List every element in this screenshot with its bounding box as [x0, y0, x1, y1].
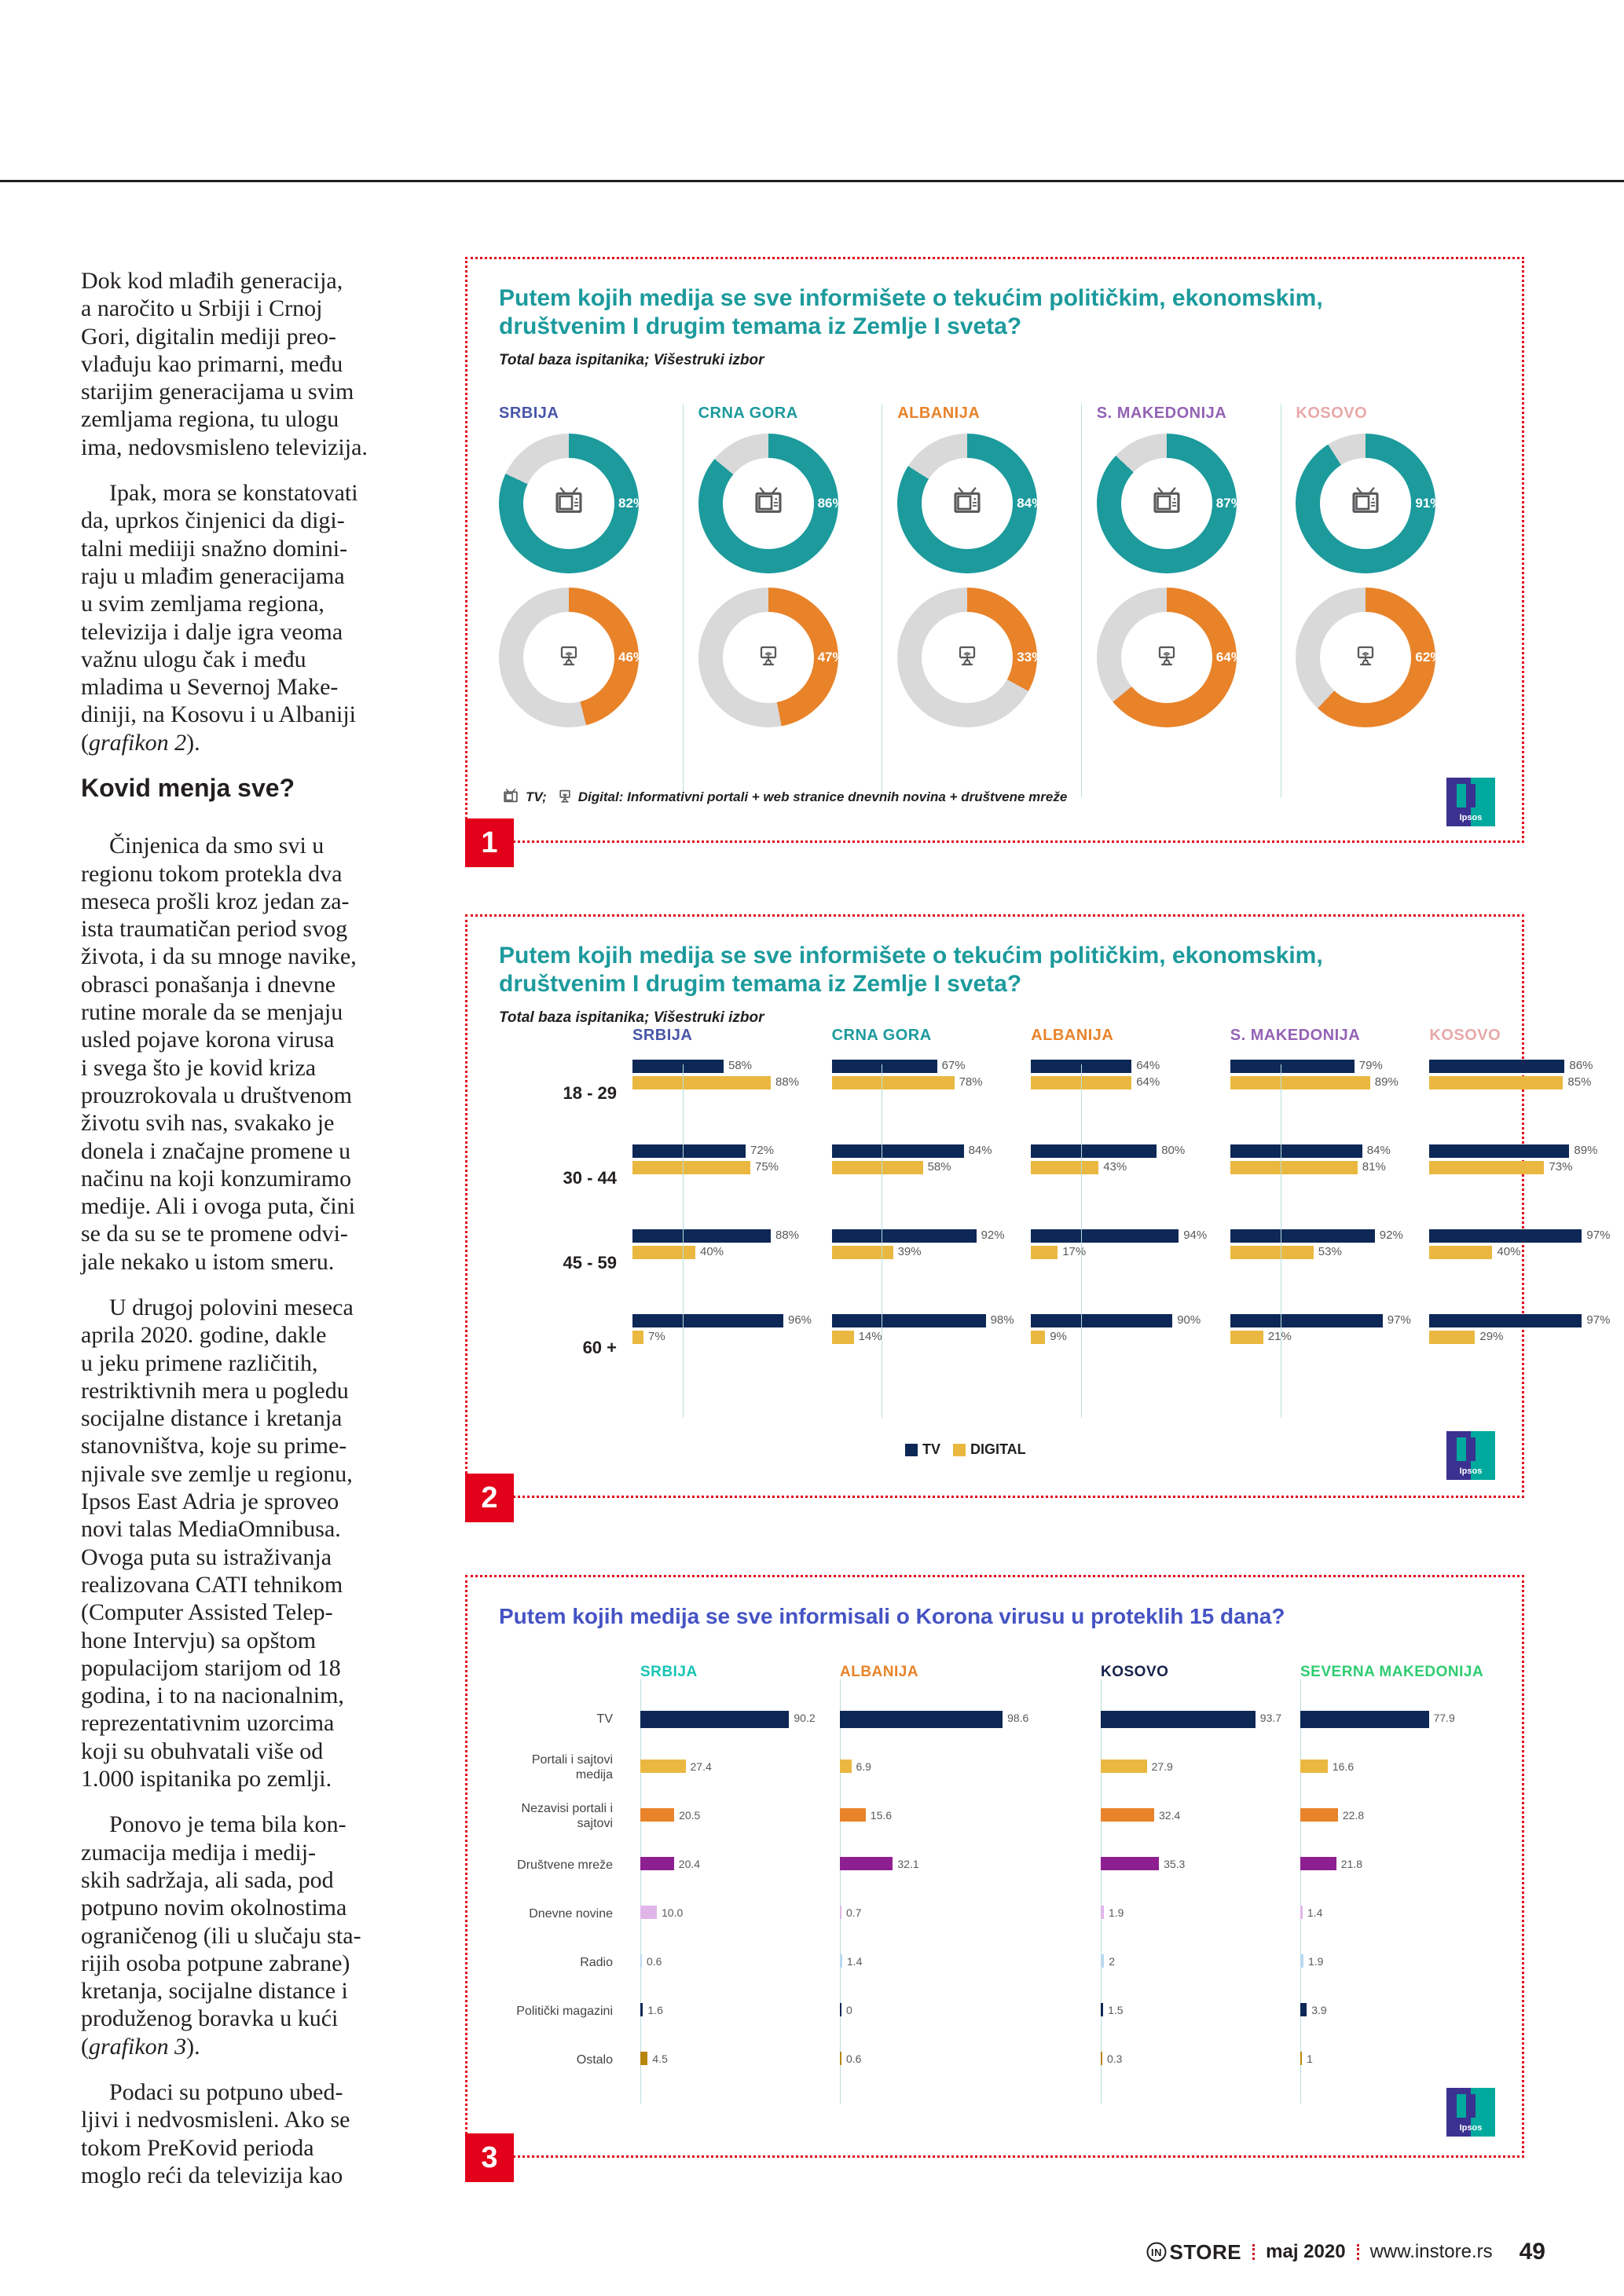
svg-text:Ipsos: Ipsos: [1460, 813, 1483, 822]
svg-text:Ipsos: Ipsos: [1460, 1467, 1483, 1476]
svg-text:Ipsos: Ipsos: [1460, 2123, 1483, 2133]
svg-text:IN: IN: [1151, 2247, 1162, 2258]
